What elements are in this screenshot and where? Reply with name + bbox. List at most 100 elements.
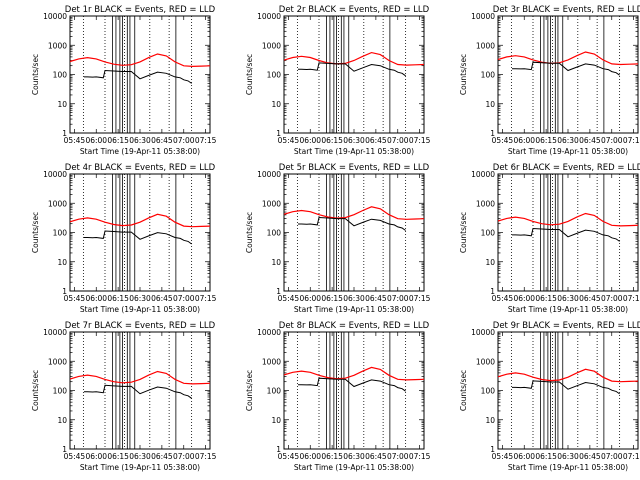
- detector-panel-4: Det 4r BLACK = Events, RED = LLD 1 10 100 10…: [31, 163, 217, 314]
- y-tick-label: 10000: [43, 328, 67, 337]
- y-tick-label: 10000: [471, 328, 495, 337]
- y-tick-label: 100: [53, 71, 68, 80]
- x-tick-label: 06:30: [557, 294, 579, 303]
- y-tick-label: 100: [267, 387, 282, 396]
- x-tick-label: 07:15: [623, 136, 640, 145]
- x-tick-label: 05:45: [278, 452, 300, 461]
- events-series-line: [512, 380, 620, 395]
- x-tick-label: 06:00: [299, 452, 321, 461]
- y-tick-label: 1000: [48, 199, 67, 208]
- x-tick-label: 06:15: [107, 136, 129, 145]
- y-tick-label: 1000: [48, 357, 67, 366]
- y-tick-label: 10: [57, 100, 67, 109]
- lld-series-line: [498, 368, 638, 383]
- x-tick-label: 06:15: [535, 452, 557, 461]
- y-tick-label: 1: [490, 445, 495, 454]
- y-axis-label: Counts/sec: [459, 370, 468, 411]
- y-tick-label: 100: [267, 71, 282, 80]
- detector-panel-1: Det 1r BLACK = Events, RED = LLD 1 10 100 10…: [31, 5, 217, 156]
- x-tick-label: 06:15: [107, 294, 129, 303]
- events-series-line: [298, 62, 406, 77]
- panel-title: Det 4r BLACK = Events, RED = LLD: [65, 163, 216, 173]
- detector-panel-2: Det 2r BLACK = Events, RED = LLD 1 10 100 10…: [245, 5, 431, 156]
- panel-title: Det 3r BLACK = Events, RED = LLD: [493, 5, 640, 15]
- y-tick-label: 1: [62, 287, 67, 296]
- x-tick-label: 06:30: [129, 452, 151, 461]
- x-tick-label: 05:45: [278, 136, 300, 145]
- panel-title: Det 6r BLACK = Events, RED = LLD: [493, 163, 640, 173]
- x-tick-label: 07:15: [409, 452, 431, 461]
- y-axis-label: Counts/sec: [459, 212, 468, 253]
- x-tick-label: 06:30: [343, 136, 365, 145]
- y-tick-label: 1000: [262, 41, 281, 50]
- events-series-line: [512, 227, 620, 242]
- x-tick-label: 06:15: [535, 136, 557, 145]
- x-tick-label: 07:15: [409, 294, 431, 303]
- x-tick-label: 07:00: [601, 294, 623, 303]
- y-tick-label: 10000: [257, 328, 281, 337]
- x-tick-label: 05:45: [492, 294, 514, 303]
- x-axis-label: Start Time (19-Apr-11 05:38:00): [80, 147, 200, 156]
- y-tick-label: 1000: [476, 357, 495, 366]
- x-tick-label: 07:15: [195, 452, 217, 461]
- lld-series-line: [70, 53, 210, 68]
- panel-title: Det 7r BLACK = Events, RED = LLD: [65, 321, 216, 331]
- y-tick-label: 1000: [48, 41, 67, 50]
- x-axis-label: Start Time (19-Apr-11 05:38:00): [294, 147, 414, 156]
- y-tick-label: 1000: [262, 199, 281, 208]
- x-tick-label: 07:00: [387, 294, 409, 303]
- x-tick-label: 06:45: [151, 294, 173, 303]
- x-tick-label: 05:45: [492, 136, 514, 145]
- x-tick-label: 06:00: [299, 136, 321, 145]
- x-tick-label: 07:00: [173, 136, 195, 145]
- lld-series-line: [498, 51, 638, 66]
- y-tick-label: 100: [267, 229, 282, 238]
- y-tick-label: 1: [276, 445, 281, 454]
- x-tick-label: 06:30: [129, 136, 151, 145]
- y-axis-label: Counts/sec: [31, 370, 40, 411]
- y-axis-label: Counts/sec: [245, 370, 254, 411]
- x-tick-label: 07:15: [195, 294, 217, 303]
- x-tick-label: 06:45: [579, 136, 601, 145]
- y-tick-label: 100: [53, 387, 68, 396]
- x-tick-label: 06:00: [299, 294, 321, 303]
- y-tick-label: 1000: [476, 41, 495, 50]
- x-tick-label: 07:15: [623, 294, 640, 303]
- x-tick-label: 06:15: [321, 136, 343, 145]
- y-tick-label: 10: [485, 258, 495, 267]
- lld-series-line: [70, 370, 210, 385]
- panel-title: Det 8r BLACK = Events, RED = LLD: [279, 321, 430, 331]
- y-tick-label: 10: [57, 258, 67, 267]
- x-tick-label: 06:00: [85, 452, 107, 461]
- x-tick-label: 07:00: [173, 294, 195, 303]
- lld-series-line: [498, 212, 638, 227]
- y-axis-label: Counts/sec: [459, 54, 468, 95]
- panel-title: Det 2r BLACK = Events, RED = LLD: [279, 5, 430, 15]
- x-tick-label: 07:00: [387, 452, 409, 461]
- x-tick-label: 06:45: [365, 452, 387, 461]
- y-tick-label: 1: [276, 129, 281, 138]
- y-tick-label: 10: [271, 258, 281, 267]
- lld-series-line: [284, 51, 424, 66]
- y-tick-label: 100: [53, 229, 68, 238]
- lld-series-line: [284, 206, 424, 220]
- y-tick-label: 1: [62, 445, 67, 454]
- y-axis-label: Counts/sec: [31, 212, 40, 253]
- x-tick-label: 06:30: [343, 294, 365, 303]
- panel-title: Det 9r BLACK = Events, RED = LLD: [493, 321, 640, 331]
- x-tick-label: 06:30: [557, 452, 579, 461]
- y-tick-label: 10: [57, 416, 67, 425]
- x-tick-label: 07:00: [173, 452, 195, 461]
- x-tick-label: 06:00: [513, 294, 535, 303]
- x-tick-label: 06:15: [321, 452, 343, 461]
- y-tick-label: 100: [481, 387, 496, 396]
- x-tick-label: 07:00: [387, 136, 409, 145]
- detector-panel-7: Det 7r BLACK = Events, RED = LLD 1 10 100 10…: [31, 321, 217, 472]
- y-tick-label: 10: [271, 416, 281, 425]
- detector-panel-6: Det 6r BLACK = Events, RED = LLD 1 10 100 10…: [459, 163, 640, 314]
- events-series-line: [298, 216, 406, 231]
- y-tick-label: 100: [481, 71, 496, 80]
- y-tick-label: 10: [485, 100, 495, 109]
- y-axis-label: Counts/sec: [245, 212, 254, 253]
